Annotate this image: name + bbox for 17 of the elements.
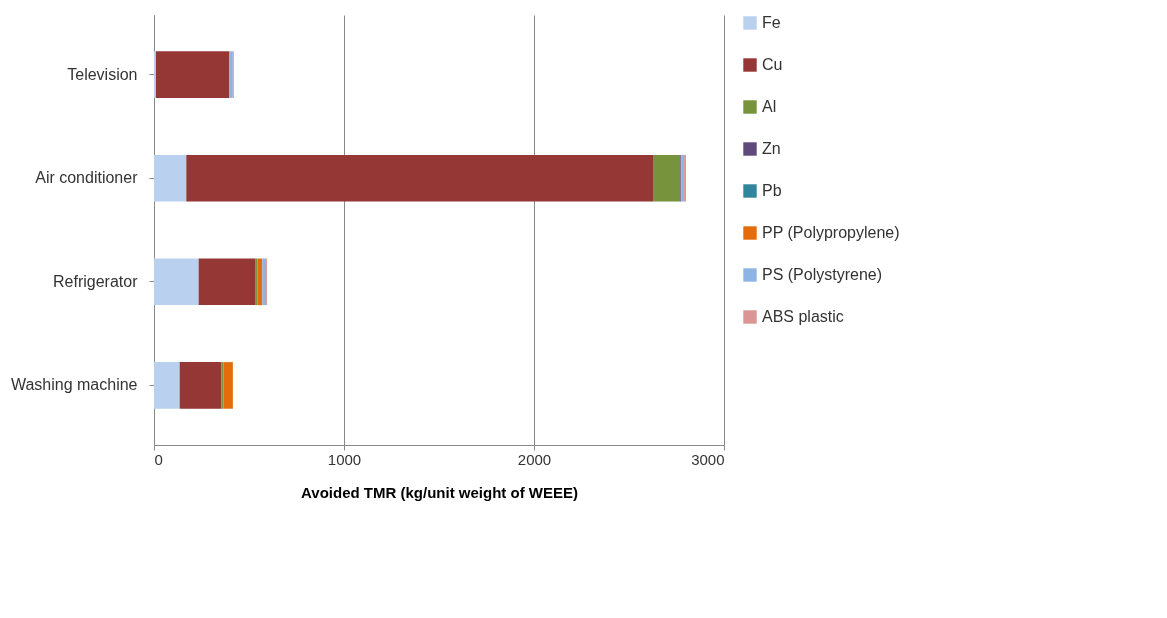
- legend-label: PP (Polypropylene): [762, 224, 900, 241]
- y-tick-label: Washing machine: [10, 376, 138, 394]
- legend-label: Fe: [762, 14, 781, 31]
- legend-label: Cu: [762, 56, 783, 73]
- legend-label: ABS plastic: [762, 308, 844, 325]
- x-axis-title: Avoided TMR (kg/unit weight of WEEE): [301, 483, 578, 501]
- y-tick-label: Air conditioner: [35, 169, 139, 187]
- legend-label: Al: [762, 98, 777, 115]
- legend-label: Zn: [762, 140, 781, 157]
- y-tick-label: Television: [67, 65, 138, 83]
- legend-label: Pb: [762, 182, 782, 199]
- y-tick-label: Refrigerator: [53, 272, 139, 290]
- x-tick-label: 3000: [691, 450, 725, 468]
- x-tick-label: 0: [154, 450, 163, 468]
- x-tick-label: 1000: [327, 450, 362, 468]
- x-tick-label: 2000: [517, 450, 552, 468]
- legend-label: PS (Polystyrene): [762, 266, 883, 283]
